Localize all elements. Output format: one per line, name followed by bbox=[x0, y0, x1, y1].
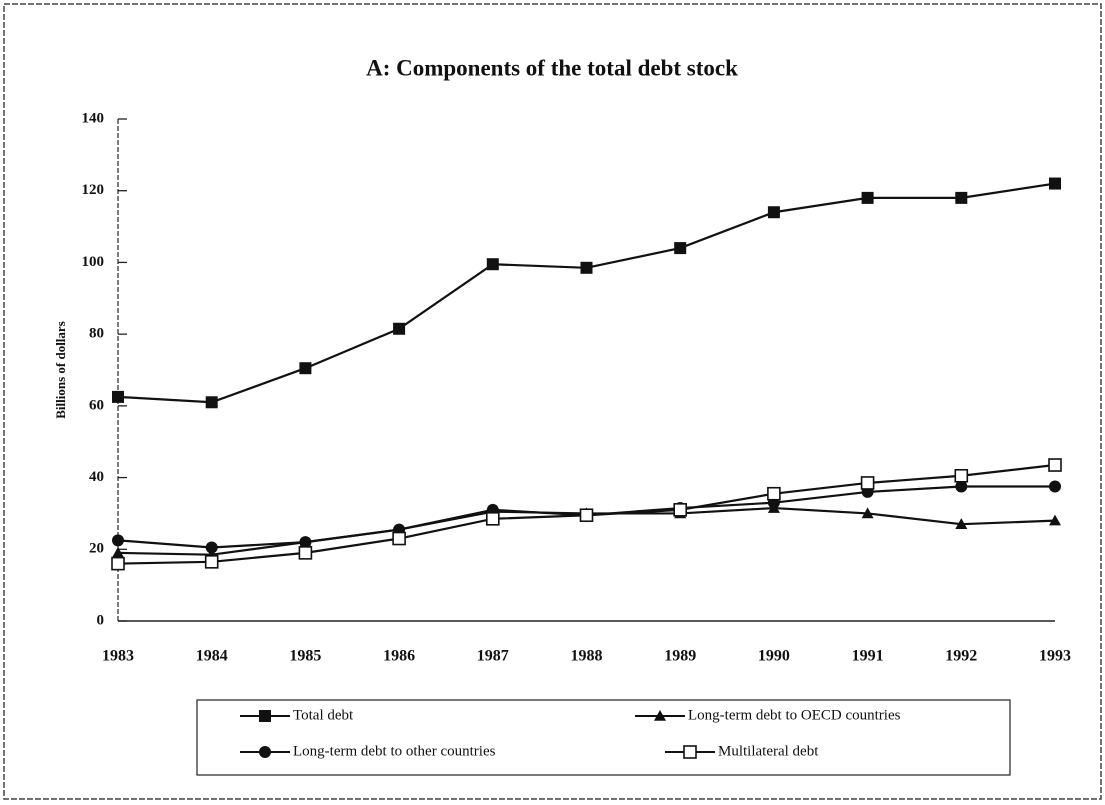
marker bbox=[955, 480, 968, 493]
marker bbox=[299, 536, 312, 549]
marker bbox=[392, 531, 406, 546]
marker bbox=[205, 541, 218, 554]
y-tick-label: 20 bbox=[89, 541, 104, 557]
legend-box bbox=[196, 699, 1011, 776]
y-tick-label: 80 bbox=[89, 326, 104, 342]
x-tick-label: 1989 bbox=[664, 648, 696, 665]
marker bbox=[1049, 514, 1061, 526]
marker bbox=[579, 508, 594, 523]
marker bbox=[673, 503, 688, 517]
y-tick-label: 120 bbox=[82, 182, 105, 198]
marker bbox=[683, 745, 697, 759]
x-tick-label: 1990 bbox=[758, 648, 790, 665]
x-tick-label: 1992 bbox=[945, 648, 977, 665]
marker bbox=[954, 468, 969, 483]
x-tick-label: 1988 bbox=[571, 648, 603, 665]
x-tick-label: 1983 bbox=[102, 648, 134, 665]
legend-label: Long-term debt to other countries bbox=[293, 743, 496, 759]
y-tick-label: 60 bbox=[89, 397, 104, 413]
x-tick-label: 1991 bbox=[852, 648, 884, 665]
y-tick-label: 140 bbox=[82, 110, 105, 126]
y-axis-label: Billions of dollars bbox=[53, 321, 68, 419]
x-tick-label: 1984 bbox=[196, 648, 228, 665]
marker bbox=[861, 191, 874, 204]
marker bbox=[485, 512, 500, 526]
marker bbox=[1048, 458, 1062, 472]
marker bbox=[112, 390, 124, 403]
marker bbox=[674, 242, 687, 255]
x-tick-label: 1986 bbox=[383, 648, 415, 665]
marker bbox=[259, 746, 271, 758]
marker bbox=[955, 518, 968, 529]
marker bbox=[654, 710, 666, 721]
marker bbox=[955, 191, 968, 204]
x-tick-label: 1993 bbox=[1039, 648, 1071, 665]
marker bbox=[860, 476, 875, 490]
legend-label: Long-term debt to OECD countries bbox=[688, 707, 901, 723]
marker bbox=[111, 556, 125, 571]
marker bbox=[580, 261, 593, 274]
marker bbox=[298, 546, 313, 560]
marker bbox=[204, 555, 219, 569]
marker bbox=[767, 486, 781, 501]
legend-label: Total debt bbox=[293, 707, 354, 723]
y-tick-label: 0 bbox=[97, 612, 105, 628]
marker bbox=[112, 546, 124, 558]
x-tick-label: 1985 bbox=[289, 648, 321, 665]
y-tick-label: 40 bbox=[89, 469, 104, 485]
marker bbox=[205, 396, 218, 409]
chart-title: A: Components of the total debt stock bbox=[366, 55, 738, 80]
frame bbox=[3, 3, 1102, 800]
marker bbox=[486, 258, 499, 271]
x-tick-label: 1987 bbox=[477, 648, 509, 665]
marker bbox=[299, 362, 312, 375]
legend-label: Multilateral debt bbox=[718, 743, 819, 759]
marker bbox=[767, 206, 780, 219]
marker bbox=[259, 710, 271, 722]
marker bbox=[1049, 177, 1061, 190]
marker bbox=[861, 507, 874, 519]
marker bbox=[112, 534, 124, 547]
marker bbox=[1049, 480, 1061, 493]
marker bbox=[393, 322, 406, 335]
y-tick-label: 100 bbox=[82, 254, 105, 270]
